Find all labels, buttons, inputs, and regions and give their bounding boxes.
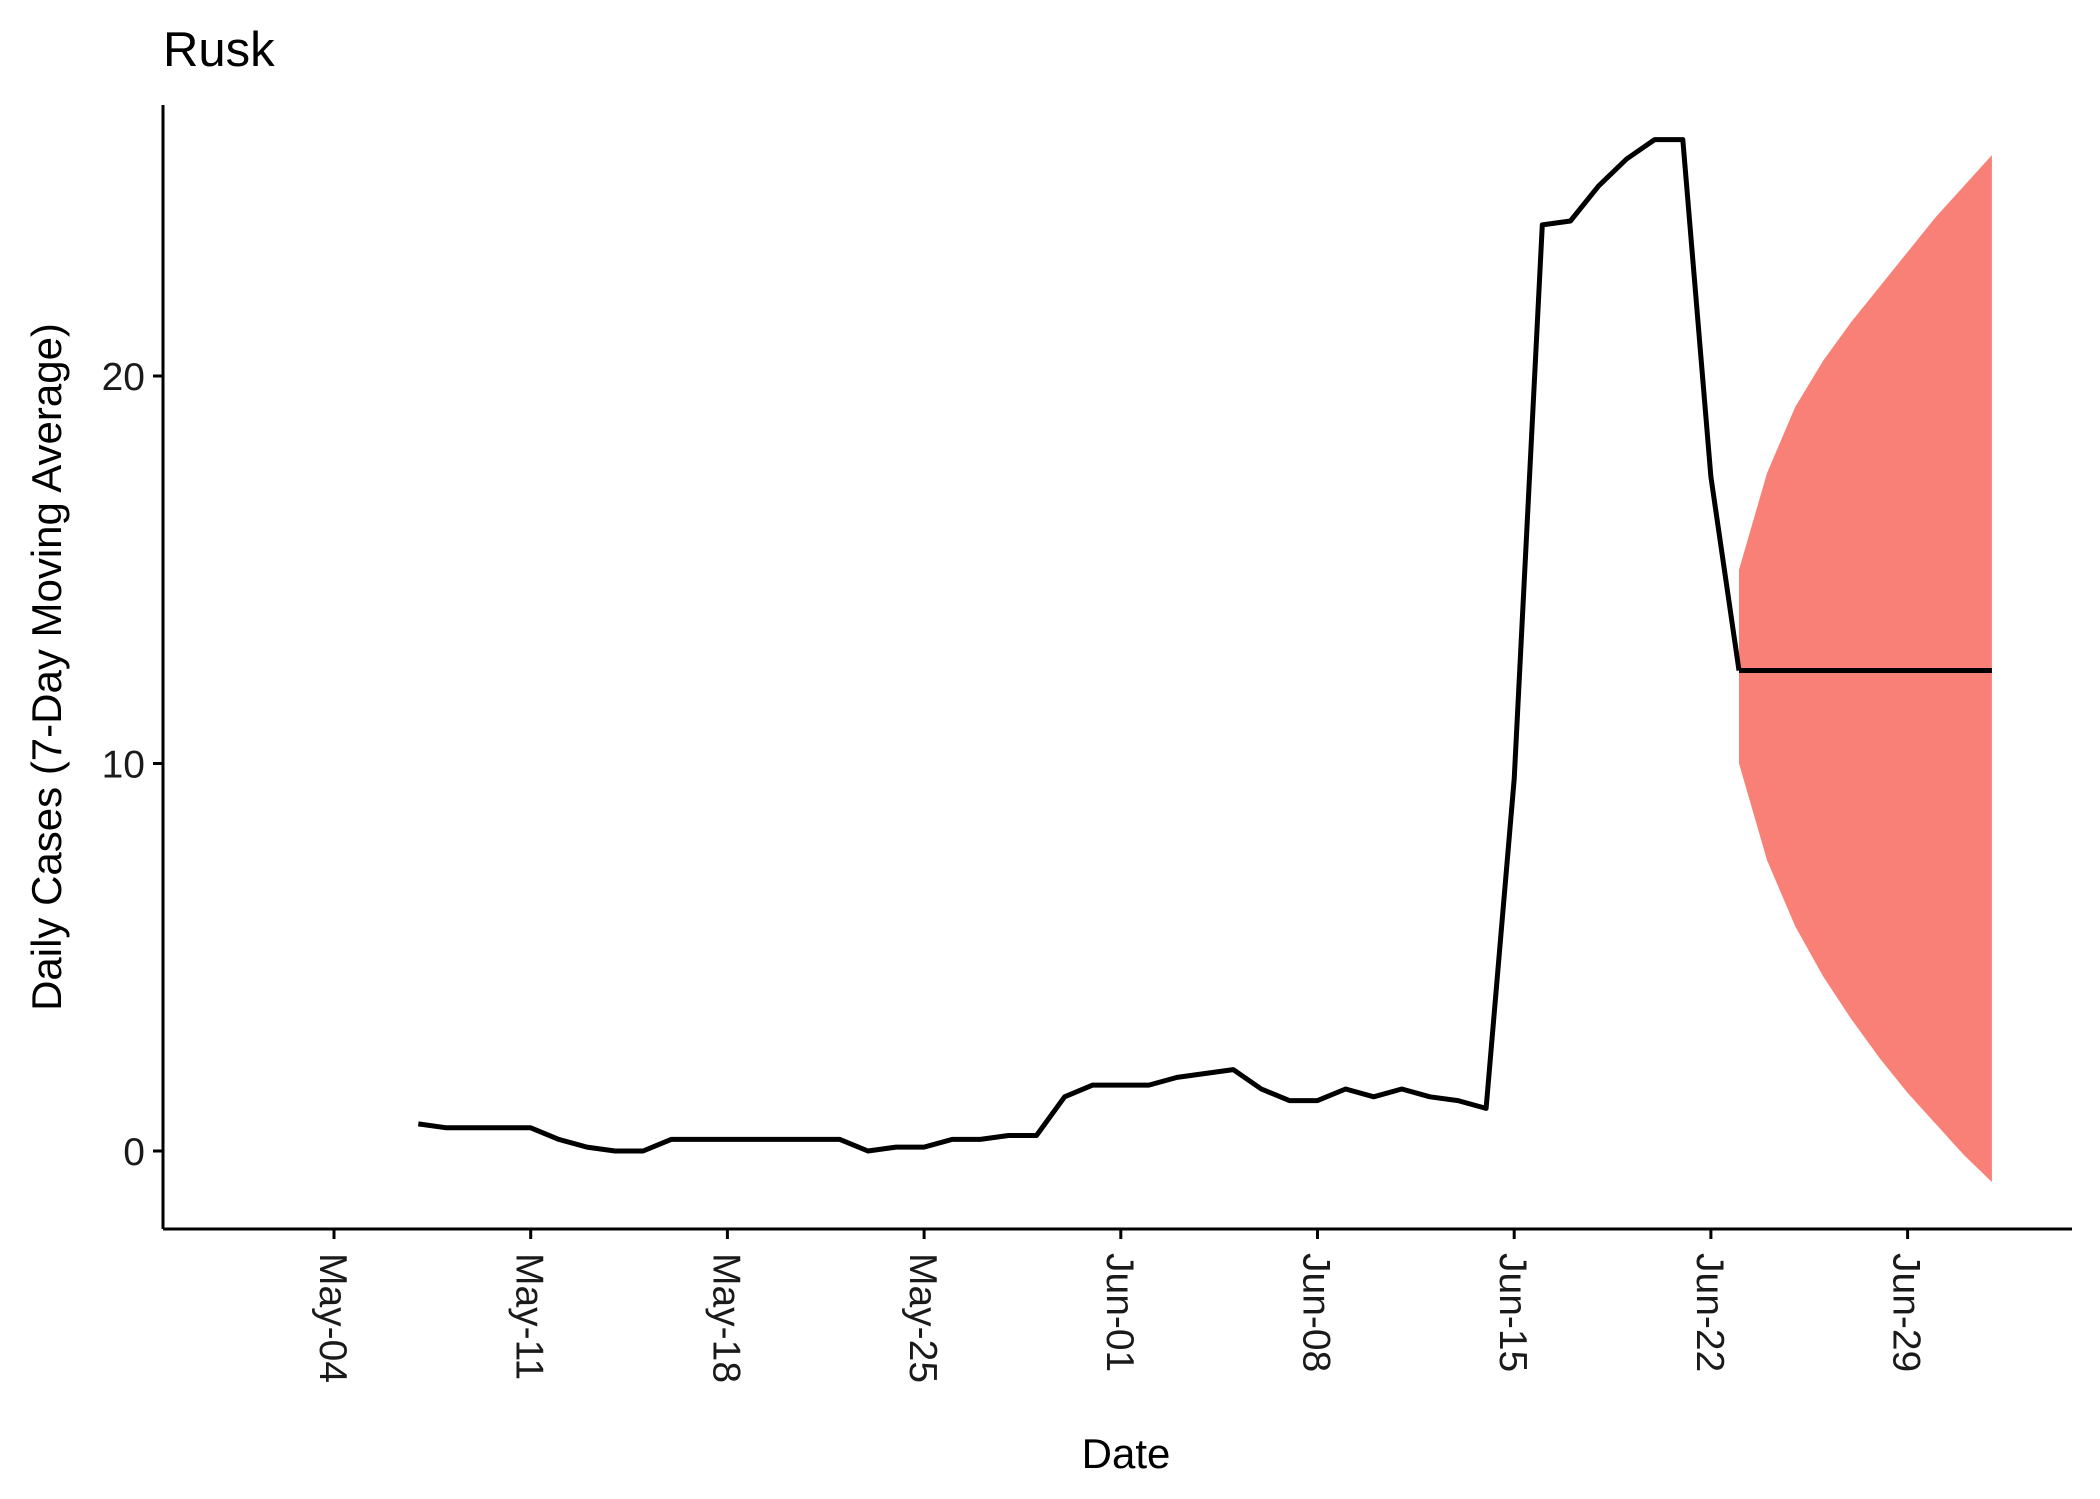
y-axis-ticks: 0 10 20 [102,356,163,1174]
series-line-group [417,137,1992,1154]
y-tick-label: 0 [123,1131,145,1174]
observed-series-line [417,137,1742,1154]
y-tick-label: 20 [102,356,145,399]
x-axis-title: Date [1082,1430,1171,1477]
x-tick-label: May-11 [508,1253,551,1380]
x-tick-label: Jun-15 [1491,1253,1534,1372]
x-axis-ticks: May-04 May-11 May-18 May-25 Jun-01 Jun-08 Jun-… [311,1229,1928,1383]
y-tick-label: 10 [102,744,145,787]
x-tick-label: May-18 [704,1253,747,1383]
chart-title: Rusk [163,23,275,77]
x-tick-label: Jun-01 [1098,1253,1141,1372]
x-tick-label: Jun-22 [1688,1253,1731,1372]
x-tick-label: May-25 [901,1253,944,1383]
x-tick-label: Jun-08 [1295,1253,1338,1372]
x-tick-label: May-04 [311,1253,354,1383]
x-tick-label: Jun-29 [1885,1253,1928,1372]
y-axis-title: Daily Cases (7-Day Moving Average) [23,323,70,1011]
